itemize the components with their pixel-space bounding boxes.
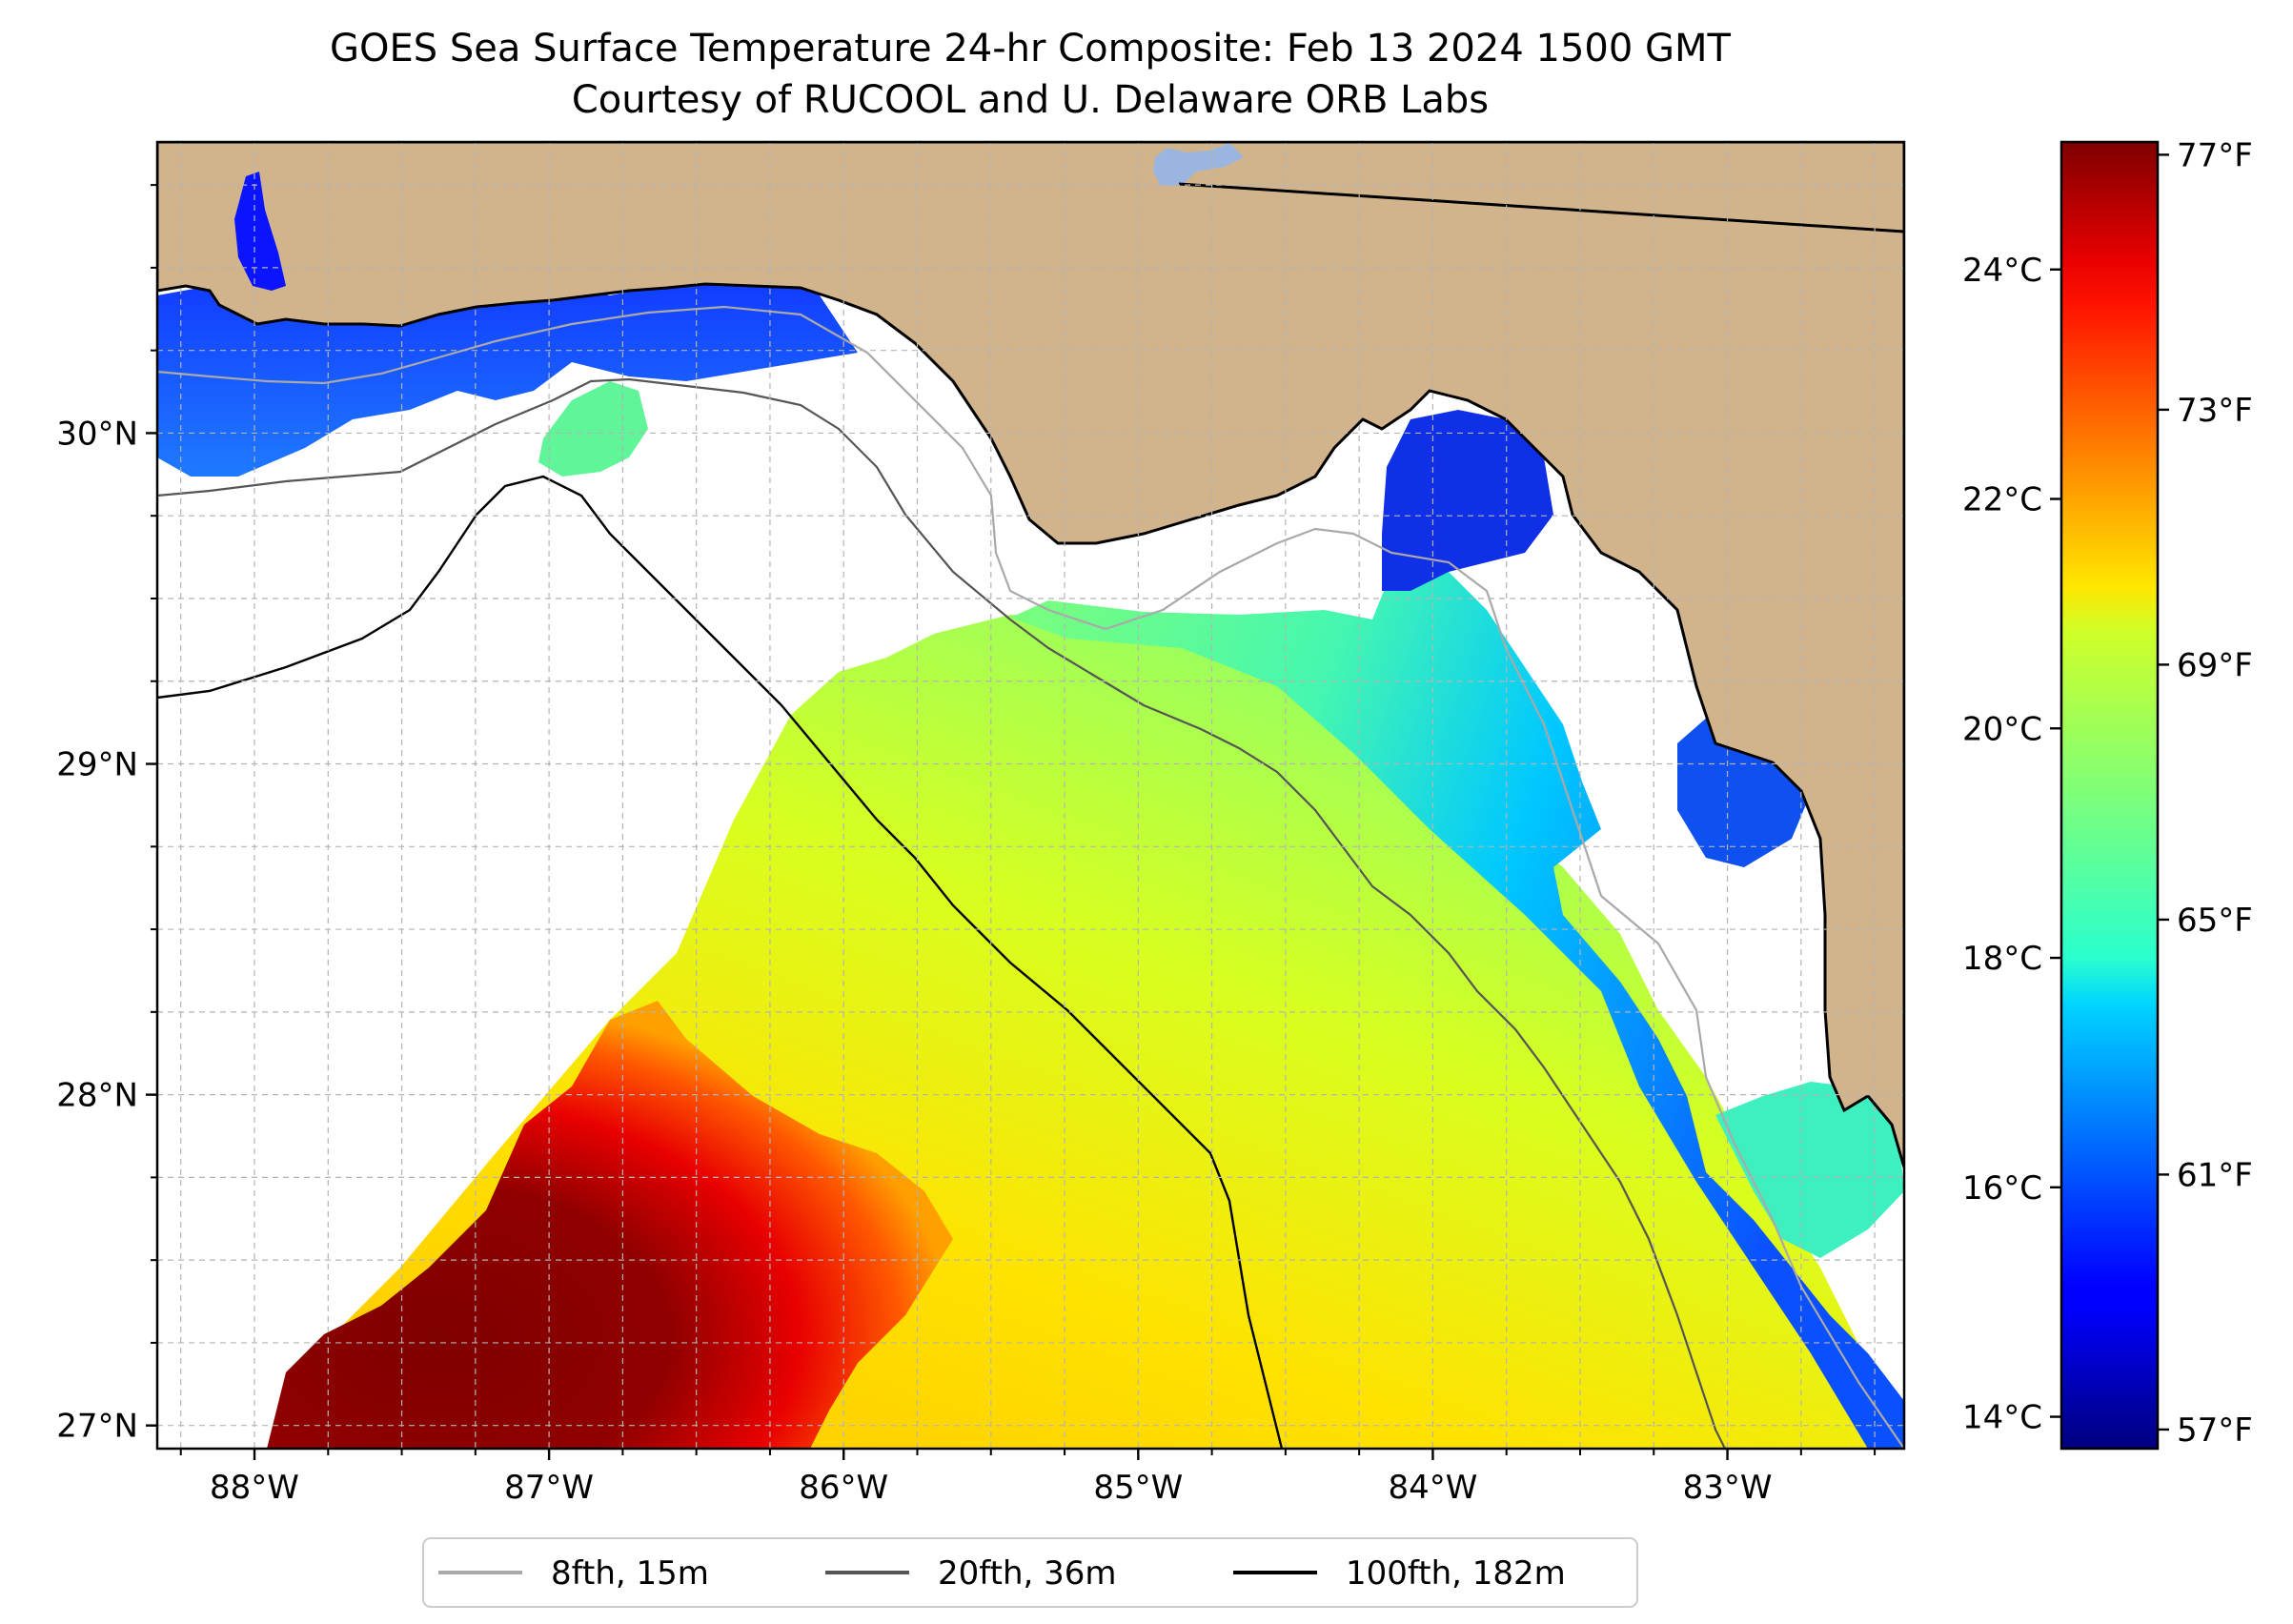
contour-8fth: [157, 305, 1904, 1449]
contour-legend: 8fth, 15m 20fth, 36m 100fth, 182m: [422, 1537, 1638, 1608]
x-tick-label: 86°W: [799, 1469, 888, 1507]
land-mass: [157, 142, 1904, 1168]
sst-big-bend-cold-water: [1382, 410, 1553, 591]
colorbar-celsius-label: 14°C: [1962, 1399, 2042, 1437]
x-tick-label: 83°W: [1683, 1469, 1773, 1507]
map-title-line2: Courtesy of RUCOOL and U. Delaware ORB L…: [572, 78, 1489, 122]
sst-offshore-green-patch: [538, 381, 648, 477]
colorbar-celsius-label: 20°C: [1962, 710, 2042, 748]
colorbar-celsius-axis: 24°C 22°C 20°C 18°C 16°C 14°C: [1962, 252, 2061, 1437]
x-tick-label: 84°W: [1388, 1469, 1477, 1507]
latitude-axis: 30°N 29°N 28°N 27°N: [56, 184, 157, 1446]
y-tick-label: 27°N: [56, 1408, 138, 1446]
contour-20fth: [157, 377, 1726, 1449]
sst-western-shelf-cold-water: [157, 181, 858, 477]
x-tick-label: 87°W: [504, 1469, 594, 1507]
gridlines: [157, 142, 1904, 1449]
legend-label-100fth: 100fth, 182m: [1346, 1554, 1566, 1593]
colorbar-fahrenheit-label: 61°F: [2177, 1156, 2253, 1194]
legend-item-100fth: 100fth, 182m: [1233, 1554, 1566, 1593]
y-tick-label: 30°N: [56, 415, 138, 453]
colorbar-fahrenheit-axis: 77°F 73°F 69°F 65°F 61°F 57°F: [2158, 136, 2253, 1450]
coastal-lake: [1153, 143, 1244, 186]
sst-east-shelf: [1010, 572, 1904, 1449]
colorbar-celsius-label: 24°C: [1962, 252, 2042, 290]
state-boundary-line: [1178, 182, 1904, 233]
legend-label-20fth: 20fth, 36m: [938, 1554, 1117, 1593]
colorbar-celsius-label: 18°C: [1962, 940, 2042, 978]
y-tick-label: 29°N: [56, 746, 138, 784]
sst-warm-core: [267, 1001, 953, 1449]
sst-tampa-bay-approach-warm: [1715, 1082, 1904, 1258]
mobile-bay: [234, 172, 286, 291]
colorbar-gradient: [2060, 140, 2160, 1451]
x-tick-label: 85°W: [1093, 1469, 1183, 1507]
legend-item-20fth: 20fth, 36m: [825, 1554, 1117, 1593]
colorbar: 24°C 22°C 20°C 18°C 16°C 14°C 77°F 73°F 69°F 65°…: [1962, 136, 2253, 1451]
x-tick-label: 88°W: [210, 1469, 299, 1507]
sst-field: [157, 181, 1904, 1449]
colorbar-fahrenheit-label: 69°F: [2177, 646, 2253, 684]
legend-label-8fth: 8fth, 15m: [551, 1554, 709, 1593]
colorbar-fahrenheit-label: 57°F: [2177, 1411, 2253, 1450]
legend-box: [422, 1537, 1638, 1608]
legend-item-8fth: 8fth, 15m: [438, 1554, 709, 1593]
map-frame: [155, 140, 1906, 1451]
map-panel: 88°W 87°W 86°W 85°W 84°W 83°W 30°N 29°N 28°N 27°…: [56, 140, 1906, 1507]
colorbar-fahrenheit-label: 77°F: [2177, 136, 2253, 174]
y-tick-label: 28°N: [56, 1077, 138, 1115]
map-title-line1: GOES Sea Surface Temperature 24-hr Compo…: [330, 27, 1731, 71]
colorbar-celsius-label: 22°C: [1962, 481, 2042, 519]
colorbar-fahrenheit-label: 73°F: [2177, 392, 2253, 430]
colorbar-celsius-label: 16°C: [1962, 1169, 2042, 1208]
colorbar-fahrenheit-label: 65°F: [2177, 902, 2253, 940]
longitude-axis: 88°W 87°W 86°W 85°W 84°W 83°W: [179, 1449, 1877, 1507]
